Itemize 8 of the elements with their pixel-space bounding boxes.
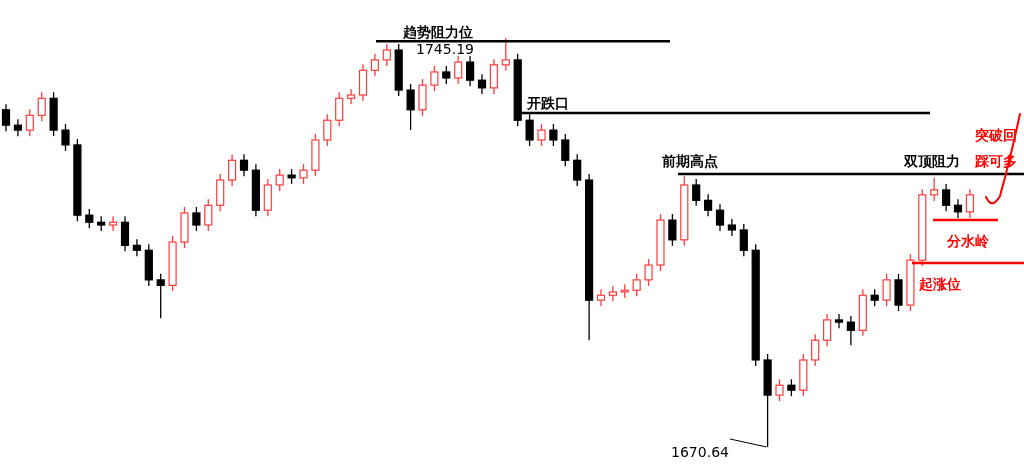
ref-line-label: 分水岭 (946, 233, 990, 250)
annotation: 双顶阻力 (903, 153, 960, 169)
ref-line-label: 趋势阻力位 (402, 24, 473, 41)
annotation: 1670.64 (671, 444, 730, 460)
ref-line-label: 起涨位 (918, 275, 961, 292)
ref-line-label: 前期高点 (661, 153, 718, 169)
annotation: 1745.19 (416, 41, 474, 57)
ref-line-label: 开跌口 (526, 95, 569, 112)
